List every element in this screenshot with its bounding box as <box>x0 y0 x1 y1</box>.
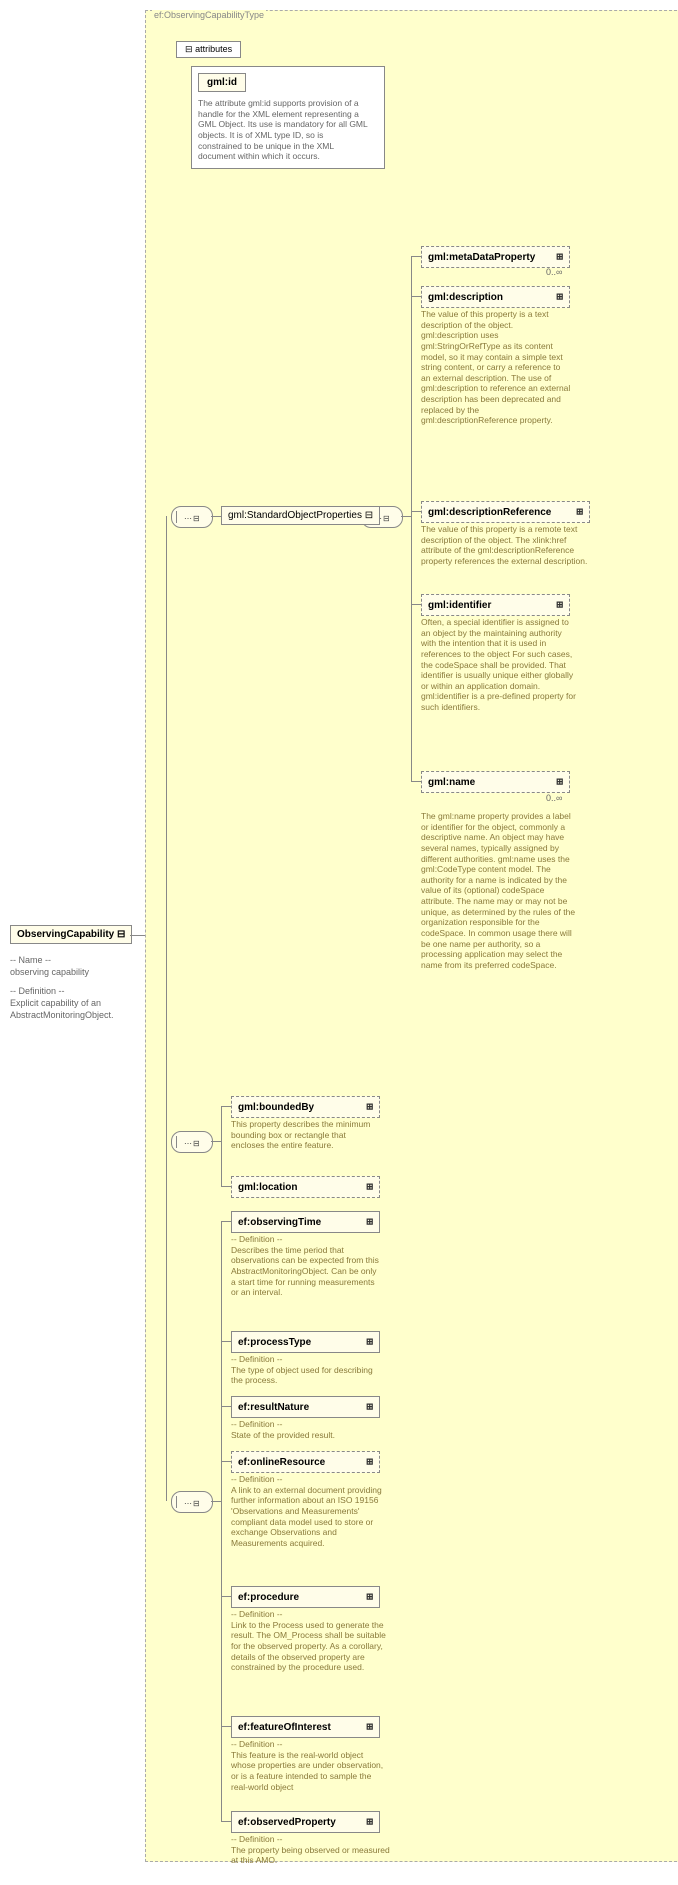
connector <box>221 1106 231 1107</box>
type-name: ef:ObservingCapabilityType <box>152 10 266 20</box>
onlineresource-desc: -- Definition -- A link to an external d… <box>231 1474 386 1548</box>
processtype-box: ef:processType ⊞ <box>231 1331 380 1353</box>
root-name: ObservingCapability <box>17 929 114 940</box>
root-element: ObservingCapability ⊟ <box>10 925 132 944</box>
descriptionreference-box: gml:descriptionReference ⊞ <box>421 501 590 523</box>
cardinality: 0..∞ <box>546 267 562 277</box>
connector <box>411 511 421 512</box>
procedure-desc: -- Definition -- Link to the Process use… <box>231 1609 386 1673</box>
sequence-compositor: ⋯⊟ <box>171 1491 213 1513</box>
root-description: -- Name -- observing capability -- Defin… <box>10 955 140 1021</box>
sop-box: gml:StandardObjectProperties ⊟ <box>221 506 380 525</box>
connector <box>221 1186 231 1187</box>
gmlid-box: gml:id <box>198 73 246 92</box>
expand-icon[interactable]: ⊞ <box>366 1720 373 1734</box>
observedproperty-desc: -- Definition -- The property being obse… <box>231 1834 391 1866</box>
name-desc: The gml:name property provides a label o… <box>421 811 576 970</box>
gmlid-container: gml:id The attribute gml:id supports pro… <box>191 66 385 169</box>
connector <box>411 781 421 782</box>
connector <box>221 1821 231 1822</box>
description-box: gml:description ⊞ <box>421 286 570 308</box>
expand-icon[interactable]: ⊞ <box>366 1180 373 1194</box>
attributes-box: ⊟ attributes <box>176 41 241 58</box>
expand-icon[interactable]: ⊞ <box>556 290 563 304</box>
connector <box>221 1726 231 1727</box>
observingtime-desc: -- Definition -- Describes the time peri… <box>231 1234 381 1298</box>
resultnature-desc: -- Definition -- State of the provided r… <box>231 1419 381 1440</box>
collapse-icon[interactable]: ⊟ <box>185 45 193 55</box>
connector <box>211 1141 221 1142</box>
connector <box>221 1596 231 1597</box>
descriptionreference-desc: The value of this property is a remote t… <box>421 524 596 567</box>
expand-icon[interactable]: ⊞ <box>366 1455 373 1469</box>
expand-icon[interactable]: ⊞ <box>556 598 563 612</box>
collapse-icon[interactable]: ⊟ <box>365 510 373 521</box>
featureofinterest-box: ef:featureOfInterest ⊞ <box>231 1716 380 1738</box>
sequence-compositor: ⋯⊟ <box>171 1131 213 1153</box>
connector <box>221 1221 231 1222</box>
expand-icon[interactable]: ⊞ <box>366 1815 373 1829</box>
expand-icon[interactable]: ⊞ <box>366 1100 373 1114</box>
expand-icon[interactable]: ⊞ <box>366 1215 373 1229</box>
observingtime-box: ef:observingTime ⊞ <box>231 1211 380 1233</box>
observedproperty-box: ef:observedProperty ⊞ <box>231 1811 380 1833</box>
expand-icon[interactable]: ⊞ <box>366 1335 373 1349</box>
connector <box>411 604 421 605</box>
boundedby-box: gml:boundedBy ⊞ <box>231 1096 380 1118</box>
connector <box>401 516 411 517</box>
connector <box>411 256 412 781</box>
connector <box>411 256 421 257</box>
connector <box>130 935 145 936</box>
resultnature-box: ef:resultNature ⊞ <box>231 1396 380 1418</box>
gmlid-desc: The attribute gml:id supports provision … <box>198 98 368 162</box>
metadataproperty-box: gml:metaDataProperty ⊞ <box>421 246 570 268</box>
connector <box>221 1221 222 1821</box>
boundedby-desc: This property describes the minimum boun… <box>231 1119 376 1151</box>
expand-icon[interactable]: ⊞ <box>366 1590 373 1604</box>
procedure-box: ef:procedure ⊞ <box>231 1586 380 1608</box>
description-desc: The value of this property is a text des… <box>421 309 571 426</box>
connector <box>221 1106 222 1186</box>
expand-icon[interactable]: ⊞ <box>366 1400 373 1414</box>
collapse-icon[interactable]: ⊟ <box>117 929 125 940</box>
cardinality: 0..∞ <box>546 793 562 803</box>
name-box: gml:name ⊞ <box>421 771 570 793</box>
sequence-compositor: ⋯⊟ <box>171 506 213 528</box>
expand-icon[interactable]: ⊞ <box>556 775 563 789</box>
connector <box>211 516 221 517</box>
onlineresource-box: ef:onlineResource ⊞ <box>231 1451 380 1473</box>
location-box: gml:location ⊞ <box>231 1176 380 1198</box>
identifier-box: gml:identifier ⊞ <box>421 594 570 616</box>
connector <box>221 1341 231 1342</box>
featureofinterest-desc: -- Definition -- This feature is the rea… <box>231 1739 386 1792</box>
connector <box>166 516 167 1501</box>
connector <box>221 1406 231 1407</box>
connector <box>411 296 421 297</box>
identifier-desc: Often, a special identifier is assigned … <box>421 617 576 713</box>
expand-icon[interactable]: ⊞ <box>556 250 563 264</box>
type-container: ef:ObservingCapabilityType ⊟ attributes … <box>145 10 678 1862</box>
connector <box>221 1461 231 1462</box>
connector <box>211 1501 221 1502</box>
processtype-desc: -- Definition -- The type of object used… <box>231 1354 381 1386</box>
expand-icon[interactable]: ⊞ <box>576 505 583 519</box>
